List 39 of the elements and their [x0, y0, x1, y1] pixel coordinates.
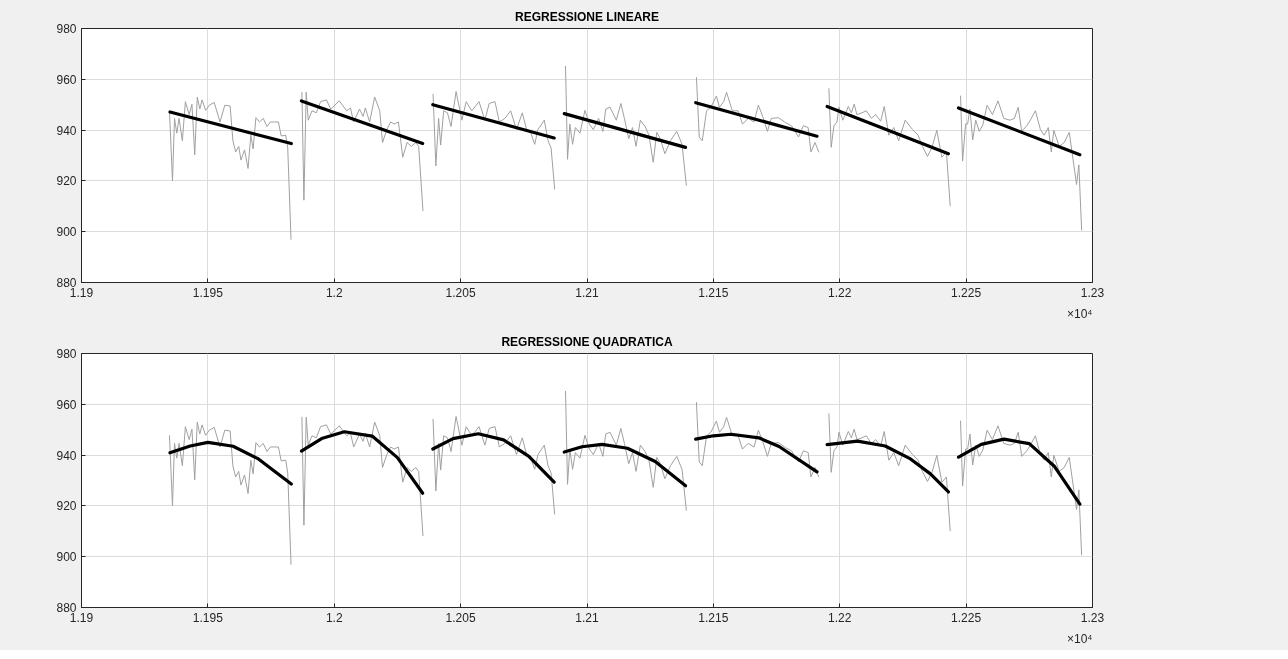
x-tick-label: 1.215	[698, 285, 729, 300]
x-tick-label: 1.22	[828, 610, 852, 625]
y-tick-label: 880	[56, 601, 77, 615]
line-series	[562, 442, 688, 488]
x-tick-label: 1.205	[445, 285, 476, 300]
y-tick-label: 940	[56, 448, 77, 463]
x-tick-label: 1.205	[445, 610, 476, 625]
y-tick-label: 900	[56, 225, 77, 240]
line-series	[825, 439, 951, 494]
x-tick-label: 1.22	[828, 285, 852, 300]
chart-title: REGRESSIONE QUADRATICA	[501, 334, 673, 349]
x-tick-label: 1.21	[575, 610, 599, 625]
x-tick-label: 1.195	[192, 285, 224, 300]
x-tick-label: 1.215	[698, 610, 729, 625]
line-series	[694, 432, 819, 474]
y-tick-label: 940	[56, 123, 77, 138]
line-series	[168, 440, 293, 486]
x-tick-label: 1.195	[192, 610, 224, 625]
chart-title: REGRESSIONE LINEARE	[514, 9, 660, 24]
line-series	[299, 430, 425, 495]
y-tick-label: 880	[56, 276, 77, 290]
x-tick-label: 1.2	[325, 610, 343, 625]
x-tick-label: 1.23	[1080, 285, 1105, 300]
y-tick-label: 900	[56, 550, 77, 565]
y-tick-label: 960	[56, 72, 77, 87]
x-tick-label: 1.21	[575, 285, 599, 300]
x-tick-label: 1.225	[951, 610, 982, 625]
x-tick-label: 1.225	[951, 285, 982, 300]
text: ×10⁴	[1066, 306, 1093, 321]
line-series	[431, 432, 556, 484]
y-tick-label: 960	[56, 397, 77, 412]
x-tick-label: 1.23	[1080, 610, 1105, 625]
y-tick-label: 980	[56, 22, 77, 36]
line-series	[956, 437, 1082, 506]
y-tick-label: 980	[56, 347, 77, 361]
y-tick-label: 920	[56, 499, 77, 514]
y-tick-label: 920	[56, 174, 77, 189]
x-tick-label: 1.2	[325, 285, 343, 300]
text: ×10⁴	[1066, 631, 1093, 646]
